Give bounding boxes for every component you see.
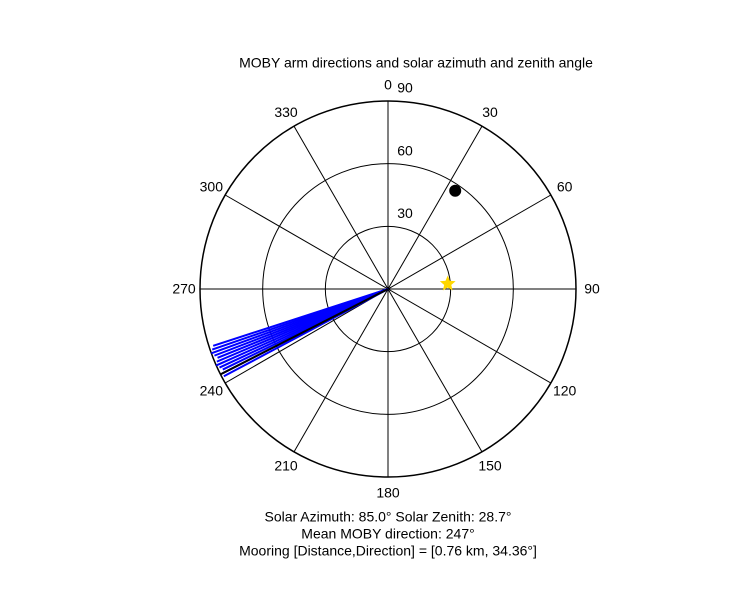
mooring-marker [449,184,462,197]
chart-title: MOBY arm directions and solar azimuth an… [239,55,593,71]
arm-line [220,288,389,376]
r-tick-label: 90 [397,80,413,96]
theta-tick-label: 150 [478,457,502,473]
theta-tick-label: 330 [274,104,298,120]
ring [199,100,577,478]
sun-marker [439,275,456,291]
theta-tick-label: 180 [376,485,400,501]
theta-tick-label: 240 [200,383,224,399]
arm-line [212,288,389,347]
ring [262,163,514,415]
theta-tick-label: 0 [384,77,392,93]
theta-tick-label: 60 [557,179,573,195]
annotation: Mooring [Distance,Direction] = [0.76 km,… [239,543,537,559]
theta-tick-label: 300 [200,179,224,195]
theta-tick-label: 120 [553,383,577,399]
annotation: Mean MOBY direction: 247° [301,526,474,542]
r-tick-label: 60 [397,142,413,158]
r-tick-label: 30 [397,205,413,221]
theta-tick-label: 210 [274,457,298,473]
annotation: Solar Azimuth: 85.0° Solar Zenith: 28.7° [265,509,512,525]
theta-tick-label: 270 [172,281,196,297]
theta-tick-label: 30 [482,104,498,120]
theta-tick-label: 90 [584,281,600,297]
